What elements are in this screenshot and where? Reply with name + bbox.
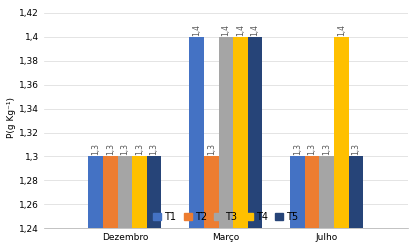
- Y-axis label: P(g Kg⁻¹): P(g Kg⁻¹): [7, 97, 16, 138]
- Text: 1,3: 1,3: [207, 143, 216, 155]
- Text: 1,3: 1,3: [149, 143, 159, 155]
- Text: 1,4: 1,4: [192, 24, 201, 36]
- Text: 1,3: 1,3: [120, 143, 129, 155]
- Bar: [334, 37, 349, 228]
- Text: 1,3: 1,3: [293, 143, 302, 155]
- Bar: [117, 156, 132, 228]
- Text: 1,3: 1,3: [322, 143, 331, 155]
- Bar: [103, 156, 117, 228]
- Bar: [305, 156, 320, 228]
- Text: 1,3: 1,3: [106, 143, 115, 155]
- Bar: [189, 37, 204, 228]
- Text: 1,4: 1,4: [221, 24, 230, 36]
- Bar: [132, 156, 147, 228]
- Text: 1,3: 1,3: [308, 143, 317, 155]
- Bar: [349, 156, 363, 228]
- Text: 1,4: 1,4: [251, 24, 259, 36]
- Text: 1,4: 1,4: [337, 24, 346, 36]
- Bar: [204, 156, 219, 228]
- Legend: T1, T2, T3, T4, T5: T1, T2, T3, T4, T5: [149, 208, 302, 226]
- Bar: [88, 156, 103, 228]
- Text: 1,3: 1,3: [135, 143, 144, 155]
- Bar: [219, 37, 233, 228]
- Bar: [320, 156, 334, 228]
- Text: 1,4: 1,4: [236, 24, 245, 36]
- Bar: [233, 37, 248, 228]
- Bar: [147, 156, 161, 228]
- Bar: [290, 156, 305, 228]
- Text: 1,3: 1,3: [352, 143, 360, 155]
- Text: 1,3: 1,3: [91, 143, 100, 155]
- Bar: [248, 37, 262, 228]
